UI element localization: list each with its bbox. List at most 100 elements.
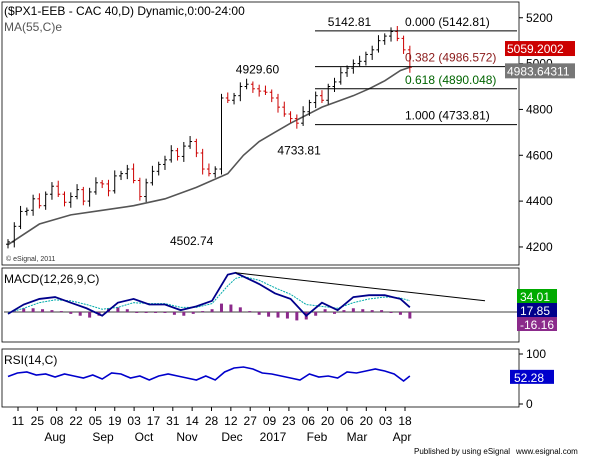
price-axis-label: 5200 (526, 11, 553, 25)
price-panel (1, 1, 520, 266)
price-value-tag-text: 5059.2002 (507, 42, 564, 56)
fibonacci-levels: 0.000 (5142.81) 0.382 (4986.572) 0.618 (48… (315, 15, 517, 126)
footer-site: www.esignal.com (515, 447, 578, 456)
macd-title: MACD(12,26,9,C) (4, 272, 99, 286)
x-axis-month-label: Nov (176, 430, 197, 444)
rsi-panel (1, 348, 520, 408)
x-axis-label: 27 (244, 414, 258, 428)
x-axis-label: 22 (69, 414, 83, 428)
price-annotation: 4502.74 (170, 234, 214, 248)
x-axis-label: 03 (379, 414, 393, 428)
rsi-plot (7, 366, 411, 383)
macd-histogram-bar (380, 310, 384, 312)
x-axis-month-label: Dec (221, 430, 242, 444)
macd-value-tag-box (517, 303, 557, 317)
macd-histogram-bar (182, 312, 186, 316)
candles (6, 26, 412, 249)
x-axis-label: 19 (108, 414, 122, 428)
macd-histogram-bar (285, 312, 289, 319)
price-axis-label: 4600 (526, 148, 553, 162)
macd-histogram-bar (229, 304, 233, 312)
macd-histogram-bar (398, 312, 402, 315)
macd-value-tag-box (517, 289, 557, 303)
macd-histogram-bar (295, 312, 299, 321)
ma-indicator-label: MA(55,C)e (4, 20, 62, 34)
x-axis-label: 20 (321, 414, 335, 428)
macd-histogram-bar (333, 312, 337, 314)
x-axis-month-label: Mar (347, 430, 368, 444)
ma55-series-line (7, 66, 411, 246)
ma55-line (7, 66, 411, 246)
x-axis-label: 06 (302, 414, 316, 428)
macd-histogram-bar (163, 312, 167, 313)
macd-histogram-bar (276, 312, 280, 318)
x-axis-label: 20 (360, 414, 374, 428)
macd-histogram-bar (144, 312, 148, 313)
macd-value-tag-text: -16.16 (520, 318, 554, 332)
macd-histogram-bar (22, 308, 26, 312)
fib-level-label: 0.618 (4890.048) (405, 73, 496, 87)
price-value-tags: 5059.2002 4983.64311 (505, 41, 575, 79)
macd-histogram-bar (116, 307, 120, 312)
x-axis-label: 03 (127, 414, 141, 428)
macd-value-tag-text: 34.01 (520, 290, 550, 304)
macd-histogram-bar (370, 310, 374, 312)
x-axis-label: 12 (224, 414, 238, 428)
x-axis-month-label: 2017 (260, 430, 287, 444)
rsi-value-tag-text: 52.28 (514, 371, 544, 385)
macd-histogram-bar (191, 312, 195, 314)
macd-histogram-bar (389, 312, 393, 313)
x-axis: 11 25 08 22 05 19 03 17 31 14 28 12 27 09 23 06 20 06 20 03… (12, 407, 412, 444)
x-axis-month-label: Feb (307, 430, 328, 444)
x-axis-label: 08 (50, 414, 64, 428)
rsi-value-tag-box (510, 369, 554, 384)
fib-level-label: 0.382 (4986.572) (405, 51, 496, 65)
macd-histogram-bar (238, 307, 242, 312)
macd-value-tag-text: 17.85 (520, 304, 550, 318)
price-annotation: 5142.81 (328, 15, 372, 29)
macd-histogram-bar (59, 311, 63, 313)
rsi-line (7, 366, 411, 383)
macd-histogram-bar (78, 312, 82, 316)
macd-histogram-bar (125, 309, 129, 312)
x-axis-label: 23 (282, 414, 296, 428)
macd-histogram-bar (69, 312, 73, 314)
fib-level-label: 1.000 (4733.81) (405, 109, 490, 123)
x-axis-label: 18 (398, 414, 412, 428)
watermark: © eSignal, 2011 (6, 255, 56, 263)
macd-histogram-bar (154, 312, 158, 313)
price-axis-label: 4200 (526, 240, 553, 254)
macd-histogram-bar (219, 303, 223, 312)
macd-histogram-bar (31, 308, 35, 312)
macd-histogram-bar (210, 309, 214, 312)
price-value-tag-box (505, 63, 575, 79)
macd-histogram-bar (135, 312, 139, 313)
price-value-tag-box (505, 41, 575, 57)
rsi-axis-label: 100 (526, 347, 546, 361)
x-axis-label: 14 (185, 414, 199, 428)
x-axis-label: 05 (89, 414, 103, 428)
x-axis-label: 11 (12, 414, 25, 428)
price-value-tag-text: 4983.64311 (507, 64, 570, 78)
price-axis: 420044004600480050005200 (519, 11, 553, 254)
macd-signal-line (7, 276, 411, 314)
macd-histogram-bar (351, 308, 355, 312)
macd-line (7, 271, 411, 317)
fib-level-label: 0.000 (5142.81) (405, 15, 490, 29)
x-axis-label: 28 (205, 414, 219, 428)
price-annotation: 4733.81 (277, 144, 321, 158)
macd-histogram-bar (201, 311, 205, 313)
macd-histogram-bar (314, 312, 318, 316)
rsi-axis: 05010052.28 (510, 347, 554, 411)
macd-histogram-bar (41, 309, 45, 312)
macd-histogram-bar (323, 309, 327, 312)
x-axis-label: 17 (147, 414, 161, 428)
rsi-title: RSI(14,C) (4, 353, 57, 367)
macd-histogram-bar (88, 312, 92, 318)
macd-plot (4, 271, 517, 321)
x-axis-month-label: Apr (393, 430, 412, 444)
x-axis-month-label: Oct (135, 430, 154, 444)
macd-histogram-bar (408, 312, 412, 319)
